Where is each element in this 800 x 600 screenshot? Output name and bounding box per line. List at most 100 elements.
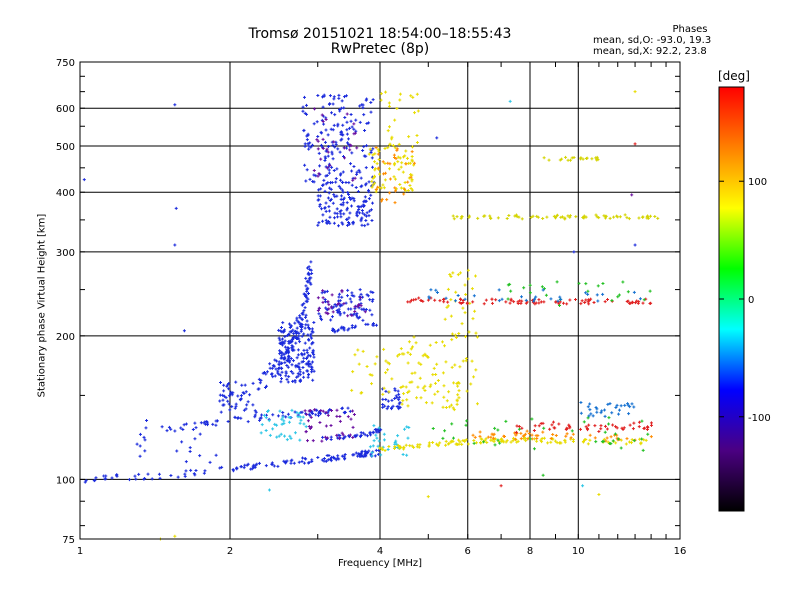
data-point bbox=[600, 409, 604, 413]
data-point bbox=[475, 402, 479, 406]
data-point bbox=[464, 359, 468, 363]
data-point bbox=[373, 152, 377, 156]
data-point bbox=[591, 414, 595, 418]
data-point bbox=[369, 149, 373, 153]
data-point bbox=[330, 315, 334, 319]
data-point bbox=[426, 298, 430, 302]
data-point bbox=[566, 158, 570, 162]
data-point bbox=[298, 370, 302, 374]
data-point bbox=[508, 301, 512, 305]
data-point bbox=[635, 299, 639, 303]
data-point bbox=[361, 318, 365, 322]
data-point bbox=[281, 340, 285, 344]
data-point bbox=[221, 403, 225, 407]
data-point bbox=[358, 120, 362, 124]
data-point bbox=[284, 415, 288, 419]
data-point bbox=[649, 421, 653, 425]
data-point bbox=[359, 433, 363, 437]
data-point bbox=[398, 444, 402, 448]
data-point bbox=[283, 339, 287, 343]
data-point bbox=[246, 400, 250, 404]
data-point bbox=[335, 433, 339, 437]
data-point bbox=[285, 377, 289, 381]
data-point bbox=[616, 215, 620, 219]
data-point bbox=[330, 293, 334, 297]
data-point bbox=[338, 150, 342, 154]
data-point bbox=[444, 296, 448, 300]
data-point bbox=[473, 274, 477, 278]
data-point bbox=[358, 104, 362, 108]
data-point bbox=[314, 413, 318, 417]
data-point bbox=[324, 128, 328, 132]
data-point bbox=[566, 214, 570, 218]
colorbar-label: [deg] bbox=[718, 69, 750, 83]
data-point bbox=[316, 308, 320, 312]
data-point bbox=[349, 417, 353, 421]
data-point bbox=[349, 162, 353, 166]
data-point bbox=[297, 366, 301, 370]
data-point bbox=[594, 440, 598, 444]
data-point bbox=[332, 123, 336, 127]
data-point bbox=[285, 459, 289, 463]
data-point bbox=[393, 396, 397, 400]
data-point bbox=[368, 308, 372, 312]
data-point bbox=[360, 449, 364, 453]
data-point bbox=[559, 441, 563, 445]
data-point bbox=[525, 429, 529, 433]
data-point bbox=[323, 290, 327, 294]
data-point bbox=[238, 398, 242, 402]
data-point bbox=[218, 466, 222, 470]
data-point bbox=[353, 305, 357, 309]
data-point bbox=[305, 289, 309, 293]
data-point bbox=[350, 388, 354, 392]
data-point bbox=[310, 459, 314, 463]
data-point bbox=[222, 383, 226, 387]
data-point bbox=[497, 299, 501, 303]
data-point bbox=[386, 399, 390, 403]
data-point bbox=[316, 296, 320, 300]
data-point bbox=[581, 215, 585, 219]
data-point bbox=[415, 396, 419, 400]
data-point bbox=[466, 442, 470, 446]
data-point bbox=[214, 423, 218, 427]
data-point bbox=[310, 336, 314, 340]
data-point bbox=[449, 440, 453, 444]
data-point bbox=[406, 436, 410, 440]
data-point bbox=[584, 298, 588, 302]
data-point bbox=[370, 179, 374, 183]
data-point bbox=[302, 422, 306, 426]
data-point bbox=[541, 473, 545, 477]
data-point bbox=[429, 288, 433, 292]
data-point bbox=[600, 440, 604, 444]
data-point bbox=[571, 438, 575, 442]
data-point bbox=[287, 322, 291, 326]
data-point bbox=[305, 319, 309, 323]
data-point bbox=[367, 197, 371, 201]
data-point bbox=[319, 143, 323, 147]
data-point bbox=[254, 410, 258, 414]
data-point bbox=[351, 370, 355, 374]
data-point bbox=[370, 313, 374, 317]
data-point bbox=[104, 477, 108, 481]
data-point bbox=[463, 311, 467, 315]
data-point bbox=[327, 307, 331, 311]
data-point bbox=[588, 438, 592, 442]
data-point bbox=[444, 443, 448, 447]
data-point bbox=[436, 443, 440, 447]
data-point bbox=[191, 428, 195, 432]
data-point bbox=[283, 361, 287, 365]
data-point bbox=[291, 348, 295, 352]
data-point bbox=[198, 432, 202, 436]
data-point bbox=[489, 435, 493, 439]
data-point bbox=[369, 193, 373, 197]
data-point bbox=[350, 169, 354, 173]
data-point bbox=[318, 194, 322, 198]
data-point bbox=[409, 175, 413, 179]
data-point bbox=[373, 168, 377, 172]
data-point bbox=[398, 92, 402, 96]
data-point bbox=[356, 348, 360, 352]
data-point bbox=[261, 371, 265, 375]
data-point bbox=[188, 446, 192, 450]
data-point bbox=[317, 151, 321, 155]
data-point bbox=[472, 375, 476, 379]
